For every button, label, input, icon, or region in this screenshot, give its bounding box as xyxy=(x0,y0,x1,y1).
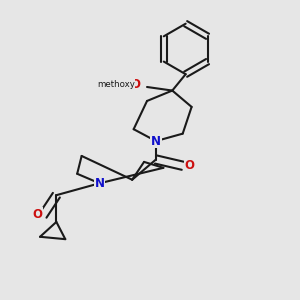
Text: O: O xyxy=(184,159,194,172)
Text: O: O xyxy=(130,78,140,91)
Text: N: N xyxy=(94,177,104,190)
Text: N: N xyxy=(151,135,161,148)
Text: O: O xyxy=(33,208,43,221)
Text: methoxy: methoxy xyxy=(97,80,135,88)
